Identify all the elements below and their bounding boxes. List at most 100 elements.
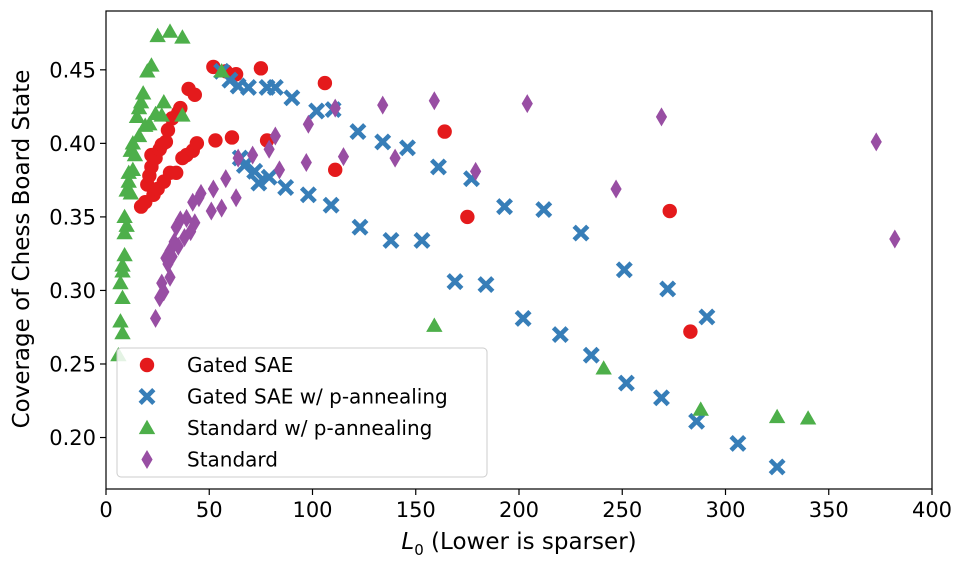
data-point	[120, 173, 137, 188]
data-point	[317, 75, 333, 91]
x-axis: 0 50 100 150 200 250 300 350 400	[99, 489, 952, 522]
data-point	[158, 134, 174, 150]
legend-marker	[138, 419, 156, 435]
data-point	[260, 168, 278, 186]
data-point	[189, 213, 201, 233]
data-point	[230, 188, 242, 208]
data-point	[224, 130, 240, 145]
data-point	[329, 98, 341, 118]
data-point	[126, 146, 144, 162]
data-point	[428, 91, 440, 111]
data-point	[116, 208, 133, 224]
data-point	[437, 124, 452, 139]
data-point	[521, 94, 533, 114]
data-point	[112, 274, 129, 290]
data-point	[153, 107, 170, 122]
data-point	[124, 135, 142, 150]
data-point	[374, 133, 392, 151]
data-point	[180, 208, 193, 228]
x-tick-label: 50	[196, 498, 223, 522]
legend-marker	[138, 388, 156, 405]
data-point	[698, 308, 716, 326]
data-point	[692, 401, 709, 416]
data-point	[277, 179, 295, 196]
data-point	[247, 145, 259, 165]
data-point	[688, 412, 706, 430]
data-point	[430, 158, 447, 176]
data-point	[328, 162, 343, 178]
data-point	[161, 23, 179, 38]
data-point	[768, 408, 786, 424]
data-point	[216, 198, 228, 218]
data-point	[572, 224, 590, 242]
series-0	[133, 59, 698, 339]
data-point	[477, 276, 495, 294]
data-point	[610, 179, 622, 199]
data-point	[377, 95, 389, 115]
data-point	[349, 123, 367, 141]
data-point	[799, 410, 817, 425]
data-point	[158, 282, 170, 302]
data-point	[205, 201, 217, 221]
data-point	[141, 116, 158, 131]
data-point	[116, 246, 133, 262]
data-point	[269, 126, 281, 146]
legend-label: Gated SAE w/ p-annealing	[187, 385, 448, 409]
x-tick-label: 150	[396, 498, 436, 522]
data-point	[470, 161, 482, 181]
data-point	[114, 289, 131, 304]
data-point	[653, 389, 670, 407]
data-point	[149, 27, 166, 43]
data-point	[174, 29, 191, 44]
data-point	[114, 257, 131, 272]
data-point	[130, 127, 148, 143]
data-point	[446, 273, 464, 291]
data-point	[351, 218, 369, 236]
y-tick-label: 0.30	[49, 279, 96, 303]
x-axis-label-main: L	[401, 529, 414, 555]
legend-label: Gated SAE	[187, 353, 293, 377]
data-point	[768, 458, 786, 476]
data-point	[149, 308, 162, 328]
data-point	[382, 231, 400, 249]
data-point	[213, 63, 230, 78]
data-point	[389, 148, 401, 168]
series-3	[149, 91, 901, 328]
y-axis-label: Coverage of Chess Board State	[9, 70, 35, 429]
data-point	[662, 203, 677, 219]
legend-marker	[139, 357, 155, 373]
data-point	[118, 217, 135, 232]
data-point	[174, 107, 191, 122]
legend-label: Standard w/ p-annealing	[187, 416, 432, 440]
y-axis: 0.20 0.25 0.30 0.35 0.40 0.45	[49, 58, 106, 450]
x-tick-label: 100	[292, 498, 332, 522]
data-point	[595, 360, 612, 375]
x-axis-label-rest: (Lower is sparser)	[424, 529, 637, 555]
data-point	[399, 139, 416, 157]
data-point	[128, 108, 146, 124]
y-tick-label: 0.40	[49, 132, 96, 156]
data-point	[232, 148, 244, 168]
data-point	[124, 161, 142, 176]
data-point	[164, 267, 176, 287]
data-point	[299, 186, 317, 204]
y-tick-label: 0.45	[49, 58, 96, 82]
data-point	[460, 209, 475, 225]
data-point	[207, 179, 219, 199]
x-tick-label: 0	[99, 498, 112, 522]
data-point	[195, 183, 207, 203]
data-point	[655, 107, 668, 127]
data-point	[169, 165, 184, 180]
data-point	[253, 61, 269, 76]
data-point	[240, 79, 257, 96]
data-point	[426, 317, 443, 332]
series-2	[110, 23, 817, 425]
x-axis-label: L0 (Lower is sparser)	[401, 529, 636, 559]
data-point	[206, 59, 221, 75]
x-tick-label: 250	[602, 498, 642, 522]
legend: Gated SAE Gated SAE w/ p-annealing Standar…	[116, 347, 488, 478]
data-point	[134, 85, 152, 100]
data-point	[273, 160, 286, 180]
data-point	[889, 229, 901, 249]
